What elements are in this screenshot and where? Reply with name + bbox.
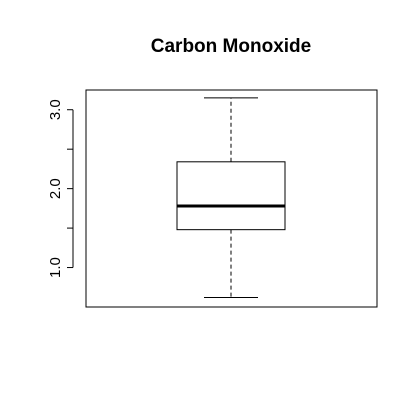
iqr-box	[176, 161, 286, 231]
chart-title: Carbon Monoxide	[151, 36, 311, 57]
box-group	[176, 97, 286, 299]
y-tick-label: 2.0	[47, 178, 64, 199]
y-axis: 1.0 2.0 3.0	[47, 99, 74, 278]
y-tick-label: 3.0	[47, 99, 64, 120]
y-tick-label: 1.0	[47, 257, 64, 278]
plot-frame	[85, 89, 378, 308]
